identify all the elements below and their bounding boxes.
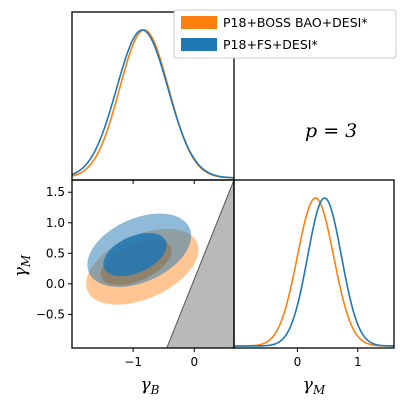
panel-frames [71, 11, 395, 349]
marginal-gamma-b-panel [72, 29, 234, 179]
xtick-label-m-1: 1 [354, 355, 362, 369]
legend-label-boss: P18+BOSS BAO+DESI* [223, 15, 368, 30]
marginal-gamma-m-panel [234, 197, 394, 347]
legend-swatch-fs [181, 38, 217, 51]
ytick-label-m-1: 0.0 [46, 277, 65, 291]
axis-ticks: −1 0 −0.5 0.0 0.5 1.0 1.5 0 1 [36, 180, 362, 369]
legend-swatch-boss [181, 16, 217, 29]
p-annotation: p = 3 [305, 120, 357, 142]
legend: P18+BOSS BAO+DESI* P18+FS+DESI* [173, 9, 397, 59]
contour-layer [86, 180, 234, 348]
joint-contour-panel [86, 180, 234, 348]
x-axis-label-right: γM [303, 375, 326, 397]
excluded-region [166, 180, 234, 348]
legend-box [173, 9, 397, 59]
marginal-gamma-m-curves [234, 197, 394, 347]
x-axis-label: γB [141, 375, 160, 397]
marginal-gamma-b-curves [72, 29, 234, 179]
marginal-b-line-1 [72, 29, 234, 179]
marginal-m-line-1 [234, 197, 394, 347]
frame-bottom-right [233, 179, 395, 349]
ytick-label-m-3: 1.0 [46, 216, 65, 230]
legend-label-fs: P18+FS+DESI* [223, 37, 318, 52]
xtick-label-b-1: 0 [190, 355, 198, 369]
xtick-label-b-0: −1 [124, 355, 142, 369]
y-axis-label: γM [11, 254, 33, 277]
xtick-label-m-0: 0 [294, 355, 302, 369]
ytick-label-m-2: 0.5 [46, 246, 65, 260]
marginal-m-line-0 [234, 197, 394, 347]
ytick-label-m-0: −0.5 [36, 307, 65, 321]
ytick-label-m-4: 1.5 [46, 185, 65, 199]
contour-1-68pct [103, 232, 167, 277]
